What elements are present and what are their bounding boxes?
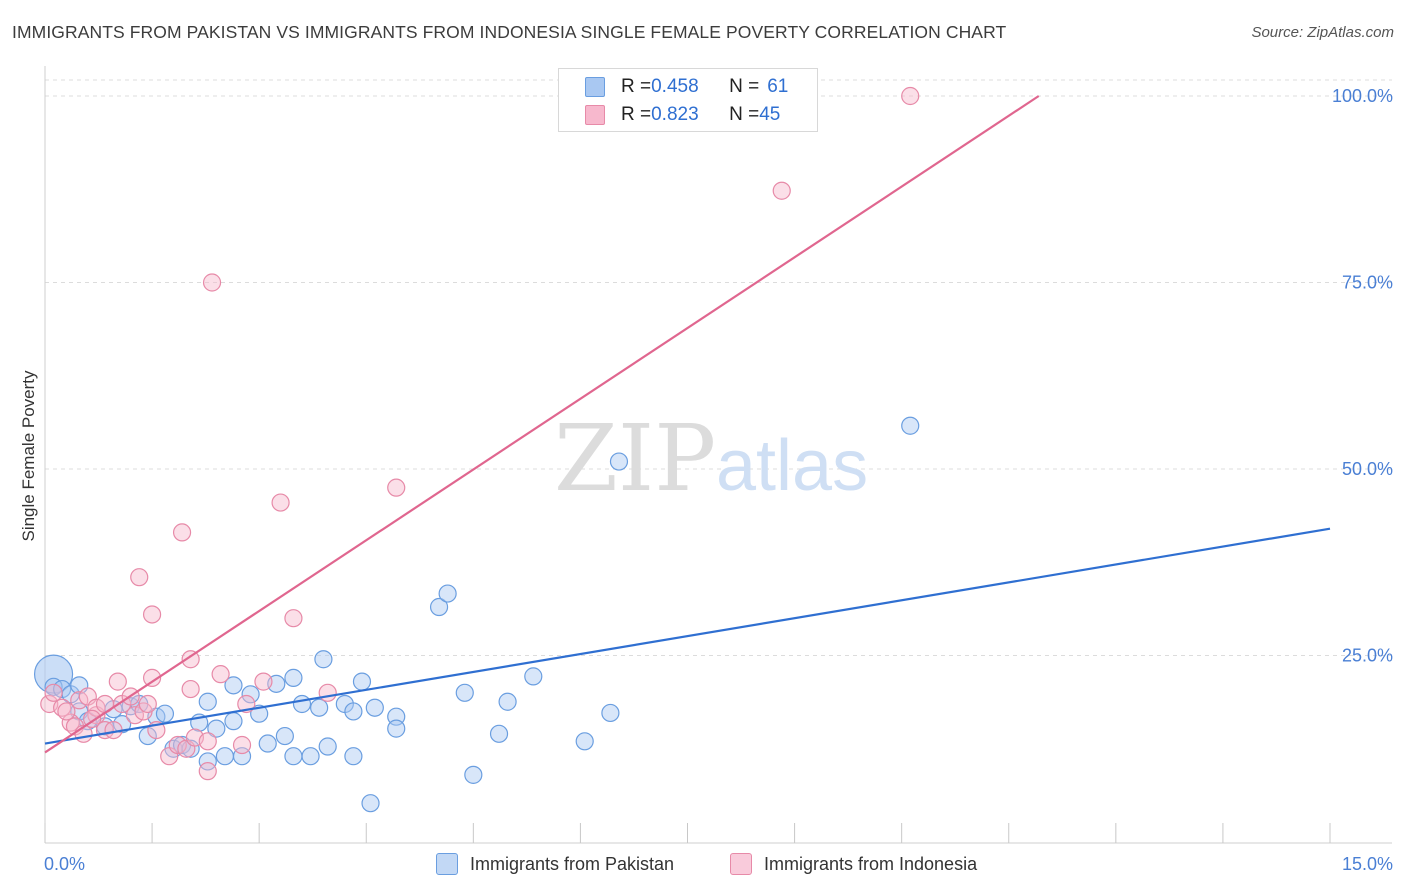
pakistan-point (207, 719, 226, 738)
pakistan-trend-line (44, 527, 1331, 745)
x-tick-label: 15.0% (1342, 854, 1393, 874)
pakistan-point (258, 734, 277, 753)
indonesia-swatch (585, 105, 605, 125)
indonesia-point (198, 732, 217, 751)
grid-lines (45, 79, 1392, 656)
chart-title: IMMIGRANTS FROM PAKISTAN VS IMMIGRANTS F… (12, 22, 1007, 42)
indonesia-point (318, 683, 337, 702)
indonesia-point (142, 605, 162, 624)
pakistan-legend-label: Immigrants from Pakistan (470, 853, 675, 874)
source-credit: Source: ZipAtlas.com (1251, 24, 1394, 41)
pakistan-point (455, 683, 474, 702)
pakistan-point (292, 694, 312, 714)
pakistan-point (318, 737, 337, 756)
pakistan-point (224, 676, 243, 695)
pakistan-point (224, 712, 243, 731)
pakistan-point (524, 667, 543, 686)
pakistan-point (314, 650, 333, 669)
indonesia-point (108, 672, 127, 691)
pakistan-point (609, 452, 629, 471)
pakistan-point (344, 702, 363, 721)
axes (44, 66, 1392, 844)
pakistan-point (215, 747, 234, 766)
indonesia-point (202, 273, 222, 292)
pakistan-point (301, 747, 320, 766)
indonesia-point (198, 762, 217, 781)
legend-r-value: 0.823 (651, 104, 699, 125)
indonesia-point (211, 665, 230, 684)
pakistan-point (284, 668, 303, 687)
pakistan-point (489, 724, 509, 743)
pakistan-point (464, 765, 483, 784)
legend-r-value: 0.458 (651, 76, 699, 97)
tick-labels: 25.0% 50.0% 75.0% 100.0% 0.0% 15.0% (44, 86, 1393, 874)
pakistan-point (429, 597, 449, 617)
watermark-zip: ZIP (554, 405, 716, 512)
y-tick-label: 100.0% (1332, 86, 1393, 106)
indonesia-point (57, 702, 76, 721)
pakistan-point (352, 672, 372, 691)
pakistan-point (387, 719, 406, 738)
indonesia-point (232, 735, 252, 755)
indonesia-point (387, 478, 406, 497)
pakistan-legend-swatch (436, 853, 458, 875)
pakistan-point (310, 698, 329, 717)
indonesia-point (901, 86, 920, 106)
indonesia-point (142, 668, 162, 687)
pakistan-point (241, 685, 260, 704)
pakistan-point (198, 692, 217, 711)
pakistan-point (498, 692, 517, 711)
pakistan-point (155, 704, 175, 723)
legend-row-pakistan: R = 0.458 N = 61 (559, 73, 788, 101)
indonesia-legend-label: Immigrants from Indonesia (764, 853, 978, 874)
indonesia-trend-line (44, 95, 1040, 754)
pakistan-point (33, 654, 74, 694)
pakistan-point (275, 726, 294, 746)
y-tick-label: 25.0% (1342, 646, 1393, 666)
legend-r-label: R = (621, 76, 652, 97)
legend-r-label: R = (621, 104, 652, 125)
indonesia-point (44, 683, 63, 702)
trend-lines (44, 95, 1331, 754)
legend-n-label: N = (729, 104, 760, 125)
legend-n-value: 45 (759, 104, 781, 125)
pakistan-point (601, 703, 620, 723)
legend-row-indonesia: R = 0.823 N = 45 (559, 101, 780, 129)
indonesia-point (772, 181, 791, 200)
watermark-atlas: atlas (716, 426, 868, 506)
pakistan-point (438, 584, 457, 603)
bottom-legend-indonesia: Immigrants from Indonesia (730, 852, 977, 876)
indonesia-point (284, 609, 303, 628)
y-tick-label: 75.0% (1342, 273, 1393, 293)
pakistan-point (284, 747, 303, 766)
indonesia-point (254, 672, 273, 691)
pakistan-point (344, 747, 363, 766)
indonesia-point (271, 493, 290, 512)
legend-n-label: N = (729, 76, 760, 97)
legend-n-value: 61 (767, 76, 789, 97)
pakistan-point (901, 416, 920, 435)
indonesia-legend-swatch (730, 853, 752, 875)
pakistan-swatch (585, 77, 605, 97)
indonesia-point (138, 694, 157, 714)
x-tick-label: 0.0% (44, 854, 85, 874)
pakistan-point (198, 752, 217, 771)
bottom-legend-pakistan: Immigrants from Pakistan (436, 852, 674, 876)
indonesia-point (181, 679, 200, 699)
indonesia-point (181, 650, 200, 669)
y-tick-label: 50.0% (1342, 459, 1393, 479)
pakistan-point (575, 732, 594, 751)
correlation-legend: R = 0.458 N = 61 R = 0.823 N = 45 (558, 68, 818, 132)
indonesia-point (172, 523, 192, 542)
indonesia-point (130, 568, 149, 587)
pakistan-point (361, 794, 380, 813)
pakistan-point (365, 698, 384, 717)
y-axis-label: Single Female Poverty (19, 370, 38, 542)
